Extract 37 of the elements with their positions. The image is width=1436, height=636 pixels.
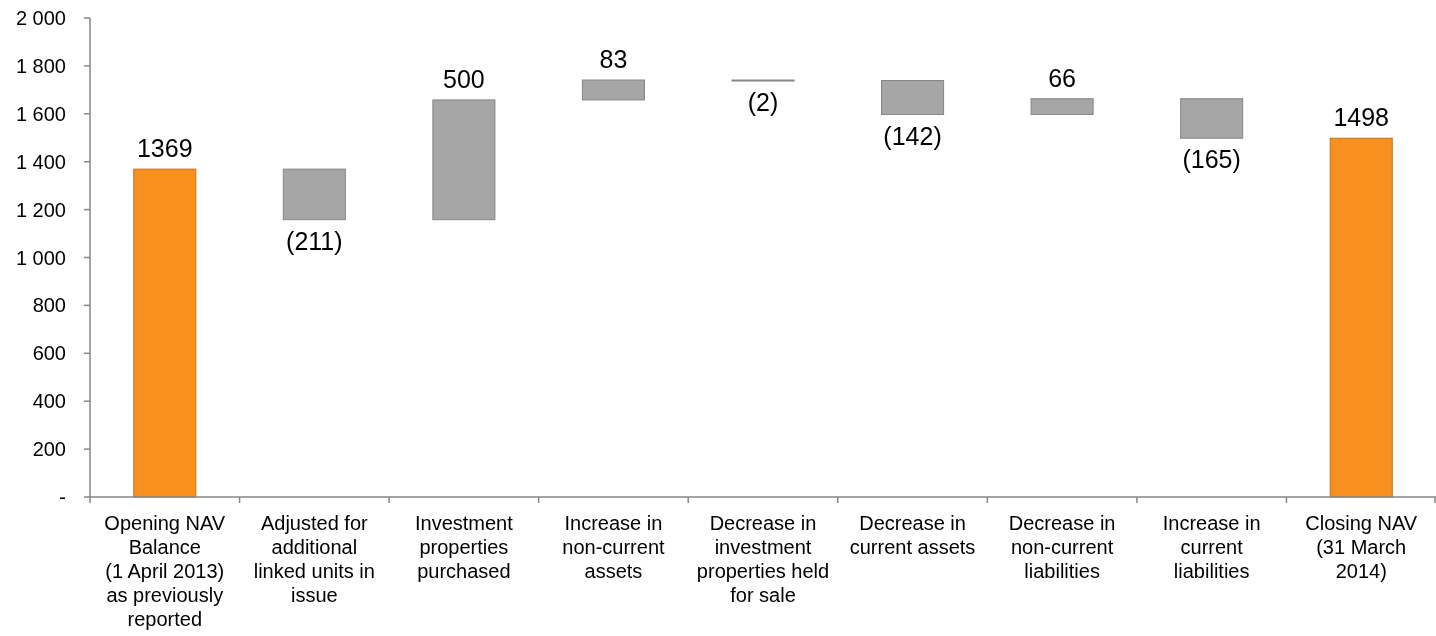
- y-tick-label: 1 600: [15, 102, 66, 125]
- bar: [282, 168, 346, 221]
- y-tick-label: 600: [32, 342, 66, 365]
- data-label: (142): [883, 121, 942, 150]
- bar: [133, 168, 197, 498]
- data-label: 83: [599, 45, 628, 74]
- y-tick-label: 800: [32, 294, 66, 317]
- y-tick-label: 400: [32, 390, 66, 413]
- x-tick-label: Closing NAV (31 March 2014): [1305, 512, 1418, 582]
- bar: [1180, 98, 1244, 139]
- x-tick-label: Decrease in investment properties held for sale: [696, 512, 830, 606]
- data-label: 1369: [136, 134, 193, 163]
- x-tick-label: Decrease in current assets: [849, 512, 976, 558]
- y-tick-label: 1 000: [15, 246, 66, 269]
- data-label: (211): [286, 227, 343, 256]
- data-label: 500: [443, 64, 485, 93]
- y-tick-label: 1 200: [15, 198, 66, 221]
- x-tick-label: Increase in non-current assets: [562, 512, 666, 582]
- bar: [1030, 98, 1094, 116]
- x-tick-label: Decrease in non-current liabilities: [1008, 512, 1116, 582]
- bar: [432, 99, 496, 221]
- bar: [881, 80, 945, 116]
- y-tick-label: 2 000: [15, 7, 66, 29]
- x-tick-label: Investment properties purchased: [414, 512, 514, 582]
- x-tick-label: Opening NAV Balance (1 April 2013) as previously reported: [104, 512, 226, 630]
- y-tick-label: -: [59, 486, 66, 508]
- data-label: 1498: [1333, 103, 1390, 132]
- y-tick-label: 1 400: [15, 150, 66, 173]
- x-tick-label: Increase in current liabilities: [1162, 512, 1261, 582]
- bar: [581, 79, 645, 101]
- data-label: (2): [747, 87, 779, 116]
- data-label: (165): [1182, 145, 1241, 174]
- y-tick-label: 1 800: [15, 54, 66, 77]
- data-label: 66: [1048, 63, 1077, 92]
- x-tick-label: Adjusted for additional linked units in issue: [253, 512, 375, 606]
- bar: [1329, 137, 1393, 498]
- y-tick-label: 200: [32, 438, 66, 461]
